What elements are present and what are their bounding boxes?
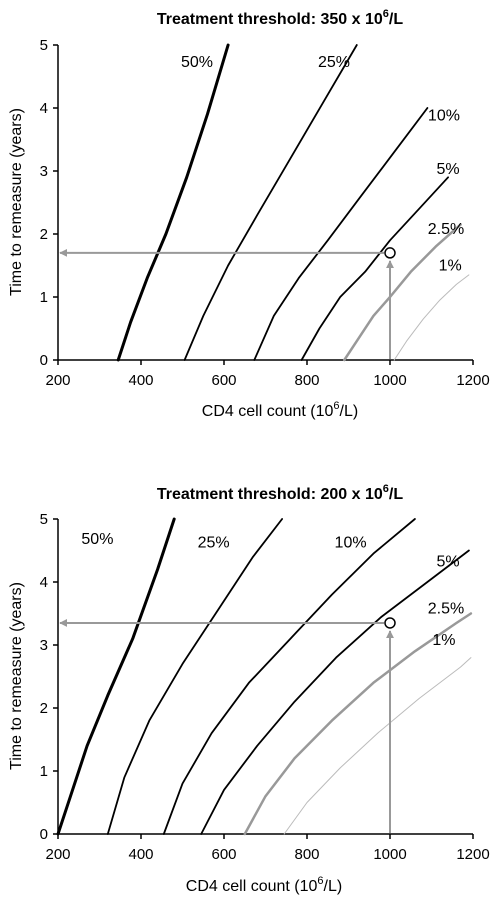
y-tick-label: 4: [40, 574, 48, 591]
y-tick-label: 3: [40, 637, 48, 654]
plot-area: 200 400 600 800 1000 1200 0 1 2 3 4 5 50% 25% 10% 5% 2.5…: [40, 511, 490, 863]
y-axis-label: Time to remeasure (years): [8, 108, 25, 296]
series-line-50pct: [116, 43, 230, 362]
curve-label: 50%: [181, 54, 213, 71]
curve-label: 1%: [432, 632, 455, 649]
x-tick-label: 600: [211, 846, 236, 863]
y-tick-label: 5: [40, 37, 48, 54]
curve-label: 1%: [439, 258, 462, 275]
x-tick-label: 800: [294, 846, 319, 863]
x-tick-label: 1000: [373, 846, 406, 863]
x-tick-label: 400: [128, 846, 153, 863]
y-tick-label: 1: [40, 763, 48, 780]
y-axis-label: Time to remeasure (years): [8, 582, 25, 770]
x-tick-label: 600: [211, 372, 236, 389]
series-line-10pct: [253, 107, 429, 361]
curve-label: 10%: [428, 108, 460, 125]
x-tick-label: 200: [45, 372, 70, 389]
x-axis-label: CD4 cell count (106/L): [186, 875, 342, 895]
marker-point: [384, 247, 396, 259]
y-tick-label: 5: [40, 511, 48, 528]
chart-bottom: Treatment threshold: 200 x 106/L 200 400 6…: [8, 483, 490, 895]
y-tick-label: 4: [40, 100, 48, 117]
x-tick-label: 200: [45, 846, 70, 863]
x-tick-label: 1200: [456, 846, 489, 863]
series-line-25pct: [106, 518, 284, 835]
marker-point: [384, 617, 396, 629]
series-line-50pct: [56, 517, 176, 836]
curve-label: 25%: [318, 54, 350, 71]
x-axis-label: CD4 cell count (106/L): [202, 400, 358, 420]
plot-area: 200 400 600 800 1000 1200 0 1 2 3 4 5 50% 25% 10% 5% 2.5…: [40, 37, 490, 389]
series-line-1pct: [283, 657, 472, 835]
x-tick-label: 1200: [456, 372, 489, 389]
y-tick-label: 3: [40, 163, 48, 180]
chart-top: Treatment threshold: 350 x 106/L 200 400 6…: [8, 8, 490, 420]
chart-title: Treatment threshold: 200 x 106/L: [157, 483, 403, 503]
x-tick-label: 400: [128, 372, 153, 389]
chart-title: Treatment threshold: 350 x 106/L: [157, 8, 403, 28]
curve-label: 2.5%: [428, 221, 464, 238]
series-line-2-5pct: [343, 223, 462, 362]
y-tick-label: 0: [40, 352, 48, 369]
y-tick-label: 0: [40, 826, 48, 843]
series-line-5pct: [300, 176, 450, 361]
x-tick-label: 1000: [373, 372, 406, 389]
series-line-5pct: [200, 549, 470, 835]
series-line-2-5pct: [243, 612, 473, 836]
series-line-25pct: [183, 44, 358, 361]
curve-label: 2.5%: [428, 601, 464, 618]
y-tick-label: 2: [40, 700, 48, 717]
y-tick-label: 2: [40, 226, 48, 243]
series-line-1pct: [393, 274, 470, 361]
curve-label: 5%: [437, 553, 460, 570]
curve-label: 10%: [335, 534, 367, 551]
curve-label: 50%: [81, 531, 113, 548]
curve-label: 5%: [437, 161, 460, 178]
y-tick-label: 1: [40, 289, 48, 306]
curve-label: 25%: [198, 534, 230, 551]
x-tick-label: 800: [294, 372, 319, 389]
series-line-10pct: [162, 518, 416, 835]
